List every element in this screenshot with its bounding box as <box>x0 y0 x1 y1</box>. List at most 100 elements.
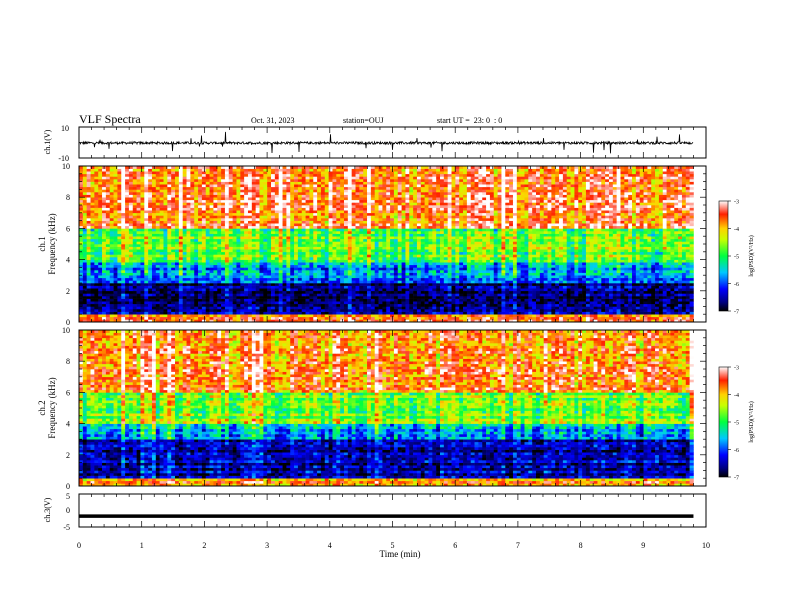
spectrogram-cell <box>463 244 468 247</box>
spectrogram-cell <box>109 249 114 253</box>
spectrogram-cell <box>167 301 172 305</box>
spectrogram-cell <box>217 283 222 286</box>
spectrogram-cell <box>501 306 506 310</box>
spectrogram-cell <box>382 257 387 260</box>
spectrogram-cell <box>148 257 153 260</box>
spectrogram-cell <box>117 270 122 273</box>
spectrogram-cell <box>666 264 671 268</box>
spectrogram-cell <box>374 298 379 302</box>
spectrogram-cell <box>582 283 587 286</box>
ch1-waveform-ylabel: ch.1(V) <box>43 129 52 154</box>
spectrogram-cell <box>313 280 318 284</box>
spectrogram-cell <box>259 296 264 299</box>
spectrogram-cell <box>547 267 552 271</box>
spectrogram-cell <box>148 267 153 271</box>
spectrogram-cell <box>282 309 287 312</box>
spectrogram-cell <box>536 259 541 263</box>
spectrogram-cell <box>451 272 456 276</box>
spectrogram-cell <box>255 309 260 312</box>
spectrogram-cell <box>509 272 514 276</box>
spectrogram-cell <box>82 267 87 271</box>
spectrogram-cell <box>547 298 552 302</box>
spectrogram-cell <box>509 303 514 307</box>
spectrogram-cell <box>624 298 629 302</box>
spectrogram-cell <box>539 285 544 289</box>
spectrogram-cell <box>555 293 560 297</box>
spectrogram-cell <box>297 319 303 323</box>
spectrogram-cell <box>144 249 149 253</box>
spectrogram-cell <box>562 301 568 305</box>
spectrogram-cell <box>562 298 568 302</box>
spectrogram-cell <box>570 277 575 281</box>
spectrogram-cell <box>259 301 264 305</box>
spectrogram-cell <box>539 277 544 281</box>
spectrogram-cell <box>459 264 464 268</box>
spectrogram-cell <box>159 275 164 279</box>
spectrogram-cell <box>128 288 134 292</box>
spectrogram-cell <box>397 293 402 297</box>
spectrogram-cell <box>359 277 364 281</box>
spectrogram-cell <box>566 319 571 323</box>
spectrogram-cell <box>113 270 118 273</box>
spectrogram-cell <box>670 293 675 297</box>
spectrogram-cell <box>259 288 264 292</box>
spectrogram-cell <box>608 280 614 284</box>
spectrogram-cell <box>555 283 560 286</box>
spectrogram-cell <box>301 272 306 276</box>
spectrogram-cell <box>397 298 402 302</box>
spectrogram-cell <box>320 257 326 260</box>
spectrogram-cell <box>228 311 233 315</box>
spectrogram-cell <box>148 262 153 266</box>
spectrogram-cell <box>505 270 510 273</box>
spectrogram-cell <box>128 309 134 312</box>
spectrogram-cell <box>505 311 510 315</box>
spectrogram-cell <box>263 316 268 320</box>
spectrogram-cell <box>305 298 310 302</box>
spectrogram-cell <box>140 319 145 323</box>
spectrogram-cell <box>370 272 376 276</box>
spectrogram-cell <box>605 285 610 289</box>
spectrogram-cell <box>128 301 134 305</box>
spectrogram-cell <box>489 272 495 276</box>
spectrogram-cell <box>247 280 253 284</box>
spectrogram-cell <box>98 293 103 297</box>
spectrogram-cell <box>359 246 364 250</box>
spectrogram-cell <box>509 262 514 266</box>
spectrogram-cell <box>105 280 111 284</box>
spectrogram-cell <box>328 246 333 250</box>
spectrogram-cell <box>140 270 145 273</box>
spectrogram-cell <box>566 285 571 289</box>
spectrogram-cell <box>151 309 157 312</box>
spectrogram-cell <box>409 280 414 284</box>
spectrogram-cell <box>378 241 383 245</box>
spectrogram-cell <box>228 257 233 260</box>
spectrogram-cell <box>309 316 314 320</box>
spectrogram-cell <box>82 270 87 273</box>
spectrogram-cell <box>113 311 118 315</box>
spectrogram-cell <box>217 259 222 263</box>
spectrogram-cell <box>616 290 621 294</box>
spectrogram-cell <box>505 259 510 263</box>
spectrogram-cell <box>255 249 260 253</box>
spectrogram-cell <box>624 283 629 286</box>
spectrogram-cell <box>658 293 664 297</box>
spectrogram-cell <box>466 314 472 318</box>
spectrogram-cell <box>113 275 118 279</box>
spectrogram-cell <box>159 244 164 247</box>
spectrogram-cell <box>79 311 84 315</box>
spectrogram-cell <box>528 283 533 286</box>
spectrogram-cell <box>551 272 556 276</box>
spectrogram-cell <box>409 257 414 260</box>
spectrogram-cell <box>616 259 621 263</box>
spectrogram-cell <box>79 257 84 260</box>
spectrogram-cell <box>578 257 583 260</box>
spectrogram-cell <box>282 288 287 292</box>
spectrogram-cell <box>405 244 410 247</box>
spectrogram-cell <box>597 301 602 305</box>
spectrogram-cell <box>328 241 333 245</box>
spectrogram-cell <box>286 293 291 297</box>
spectrogram-cell <box>643 285 648 289</box>
spectrogram-cell <box>244 264 249 268</box>
spectrogram-cell <box>474 298 479 302</box>
spectrogram-cell <box>247 246 253 250</box>
